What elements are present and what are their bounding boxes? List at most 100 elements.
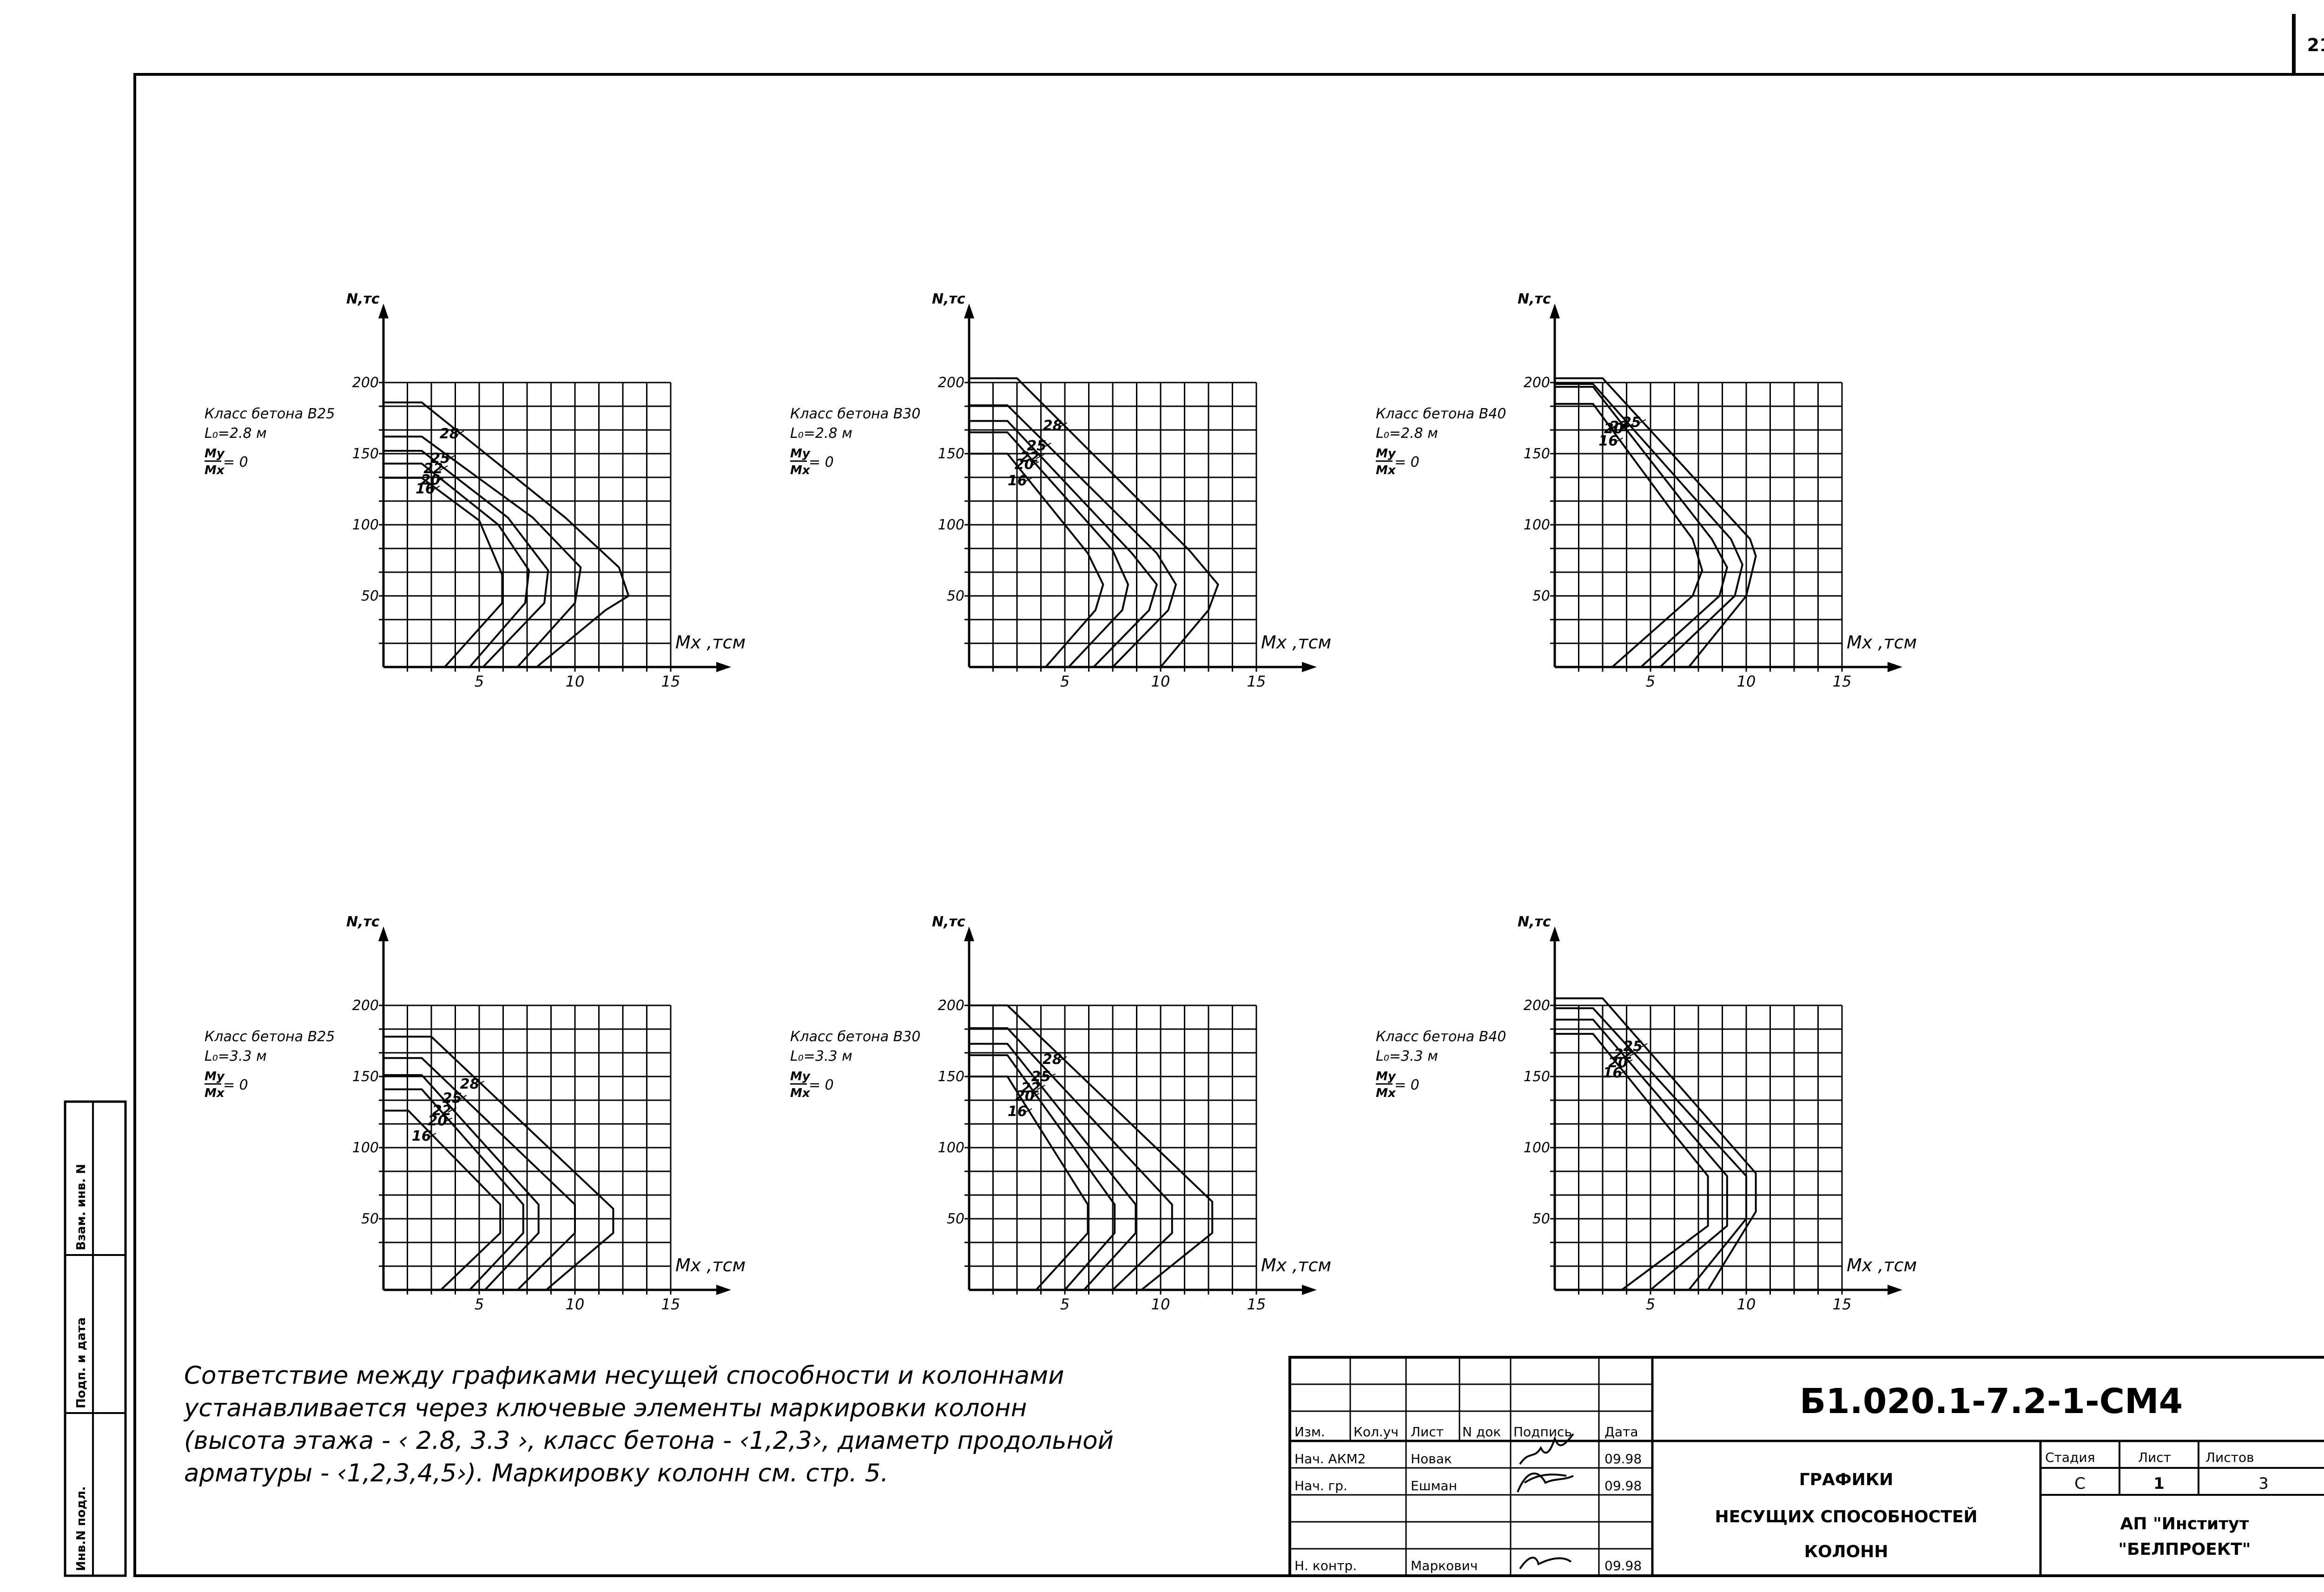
chart-caption-length: L₀=2.8 м: [1376, 425, 1438, 442]
y-tick-label: 150: [938, 446, 964, 462]
series-label: 28: [1043, 417, 1063, 434]
y-tick-label: 100: [352, 517, 379, 533]
series-label-leader: [1042, 443, 1051, 448]
series-line-20: [969, 431, 1129, 668]
sheets-label: Листов: [2205, 1450, 2254, 1465]
series-label: 22: [1609, 418, 1629, 435]
series-label: 16: [416, 481, 435, 497]
chart-caption-ratio-val: = 0: [809, 1077, 834, 1093]
x-tick-label: 5: [1646, 673, 1655, 690]
chart-caption-length: L₀=3.3 м: [205, 1048, 267, 1064]
series-label: 25: [1031, 1069, 1051, 1085]
y-tick-label: 200: [938, 997, 964, 1014]
chart-caption-class: Класс бетона B30: [790, 1029, 920, 1045]
series-label: 22: [1021, 1080, 1041, 1096]
y-tick-label: 100: [1524, 517, 1550, 533]
y-tick-label: 200: [352, 997, 379, 1014]
series-line-16: [969, 1076, 1089, 1291]
y-axis-label: N,тс: [1518, 914, 1551, 930]
chart-caption-ratio-den: Mx: [790, 463, 811, 477]
series-label-leader: [1047, 1073, 1056, 1079]
x-axis-label: Mx ,тсм: [675, 1255, 746, 1275]
y-axis-arrow: [964, 926, 974, 941]
chart-caption-length: L₀=2.8 м: [205, 425, 267, 442]
series-label-leader: [1058, 1056, 1067, 1062]
y-axis-label: N,тс: [1518, 291, 1551, 307]
note-line: (высота этажа - ‹ 2.8, 3.3 ›, класс бето…: [184, 1427, 1114, 1455]
note-line: устанавливается через ключевые элементы …: [184, 1394, 1027, 1422]
y-axis-label: N,тс: [346, 291, 380, 307]
grid: [383, 1004, 672, 1291]
y-axis-arrow: [1550, 926, 1560, 941]
series-line-22: [383, 449, 549, 668]
series-line-25: [1555, 997, 1757, 1291]
x-axis-label: Mx ,тсм: [675, 632, 746, 653]
series-label-leader: [1058, 422, 1068, 428]
x-tick-label: 5: [475, 673, 484, 690]
x-axis-label: Mx ,тсм: [1261, 632, 1331, 653]
row1-name: Новак: [1411, 1451, 1452, 1466]
y-tick-label: 150: [938, 1069, 964, 1085]
title-line-2: НЕСУЩИХ СПОСОБНОСТЕЙ: [1715, 1507, 1977, 1526]
header-ndok: N док: [1462, 1424, 1501, 1440]
y-tick-label: 50: [1532, 588, 1550, 604]
y-tick-label: 150: [1524, 1069, 1550, 1085]
org-line-2: "БЕЛПРОЕКТ": [2118, 1540, 2251, 1559]
y-tick-label: 100: [938, 1140, 964, 1156]
x-tick-label: 15: [1833, 1295, 1852, 1313]
stage-label: Стадия: [2045, 1450, 2095, 1465]
series-label-leader: [458, 1095, 467, 1101]
header-izm: Изм.: [1294, 1424, 1325, 1440]
series-line-25: [969, 404, 1177, 668]
series-label-leader: [448, 1107, 457, 1113]
series-label-leader: [1624, 1059, 1633, 1065]
series-label: 25: [1027, 438, 1046, 454]
series-label: 20: [1015, 1088, 1035, 1104]
y-tick-label: 200: [1524, 997, 1550, 1014]
series-label: 16: [1008, 473, 1027, 489]
y-tick-label: 100: [352, 1140, 379, 1156]
correspondence-note: Сответствие между графиками несущей спос…: [184, 1360, 1253, 1490]
series-label-leader: [443, 1117, 453, 1123]
series-label-leader: [1035, 454, 1044, 460]
title-line-3: КОЛОНН: [1804, 1542, 1888, 1561]
chart-caption-ratio-den: Mx: [205, 1086, 225, 1100]
x-tick-label: 5: [1060, 1295, 1070, 1313]
chart-caption-class: Класс бетона B40: [1376, 406, 1506, 422]
chart-caption-ratio-val: = 0: [809, 454, 834, 470]
row4-date: 09.98: [1604, 1558, 1642, 1573]
chart-caption-class: Класс бетона B25: [205, 1029, 335, 1045]
series-label-leader: [1023, 477, 1032, 483]
header-list: Лист: [1411, 1424, 1444, 1440]
y-tick-label: 50: [361, 588, 379, 604]
series-line-28: [383, 401, 630, 668]
series-label: 20: [1015, 456, 1034, 473]
series-label: 22: [1614, 1046, 1633, 1063]
series-label: 20: [428, 1113, 448, 1129]
note-line: Сответствие между графиками несущей спос…: [184, 1361, 1064, 1390]
series-label: 25: [1623, 1038, 1643, 1055]
series-line-22: [969, 420, 1158, 668]
chart-caption-ratio-den: Mx: [790, 1086, 811, 1100]
x-axis-label: Mx ,тсм: [1847, 632, 1917, 653]
row4-name: Маркович: [1411, 1558, 1478, 1573]
x-tick-label: 15: [1833, 673, 1852, 690]
chart-caption-ratio-val: = 0: [223, 1077, 248, 1093]
y-axis-label: N,тс: [932, 914, 965, 930]
title-line-1: ГРАФИКИ: [1799, 1470, 1894, 1489]
x-axis-arrow: [716, 1285, 731, 1295]
series-line-22: [1555, 1007, 1747, 1291]
series-label: 22: [423, 461, 443, 477]
grid: [968, 1004, 1257, 1291]
series-label-leader: [1619, 425, 1629, 431]
side-stamp: Взам. инв. N Подп. и дата Инв.N подл.: [64, 1100, 127, 1577]
series-line-25: [383, 436, 582, 668]
chart-caption-ratio-num: My: [205, 1070, 225, 1083]
y-tick-label: 100: [1524, 1140, 1550, 1156]
header-kol: Кол.уч: [1353, 1424, 1399, 1440]
series-label: 20: [1608, 1055, 1628, 1071]
x-axis-arrow: [1888, 662, 1902, 672]
header-data: Дата: [1604, 1424, 1638, 1440]
x-tick-label: 10: [566, 1295, 585, 1313]
